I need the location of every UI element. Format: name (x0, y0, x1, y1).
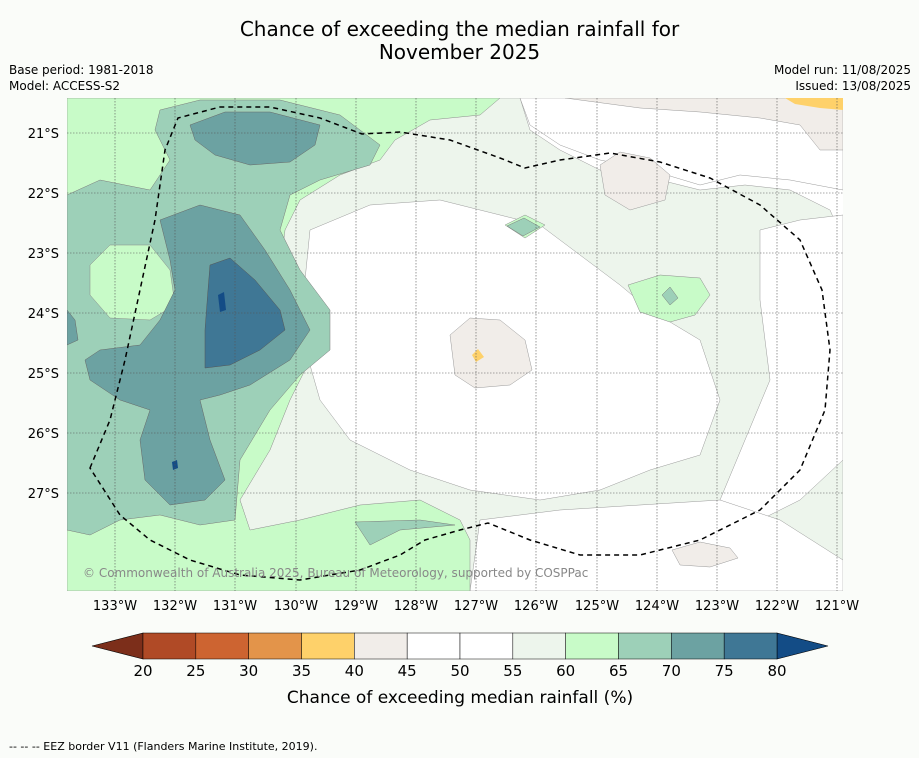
meta-left: Base period: 1981-2018 Model: ACCESS-S2 (9, 62, 154, 94)
lat-label: 27°S (28, 487, 59, 502)
contour-35-40-centre (472, 349, 484, 362)
lat-labels: 21°S 22°S 23°S 24°S 25°S 26°S 27°S (28, 127, 59, 502)
contour-35-40-corner (785, 98, 843, 110)
meta-right: Model run: 11/08/2025 Issued: 13/08/2025 (774, 62, 911, 94)
base-period-text: Base period: 1981-2018 (9, 63, 154, 77)
colorbar-ticks: 20 25 30 35 40 45 50 55 60 65 70 75 80 (133, 662, 786, 680)
colorbar-tick-label: 70 (662, 662, 681, 680)
footer-note: -- -- -- EEZ border V11 (Flanders Marine… (9, 740, 318, 753)
model-text: Model: ACCESS-S2 (9, 79, 121, 93)
colorbar-cell (723, 632, 778, 660)
lat-label: 26°S (28, 427, 59, 442)
lon-label: 124°W (635, 599, 679, 614)
colorbar-cell (565, 632, 619, 660)
colorbar-tick-label: 35 (292, 662, 311, 680)
copyright-text: © Commonwealth of Australia 2025, Bureau… (83, 566, 588, 580)
colorbar-tick-label: 60 (556, 662, 575, 680)
colorbar-tick-label: 55 (503, 662, 522, 680)
lon-labels: 133°W 132°W 131°W 130°W 129°W 128°W 127°… (93, 599, 859, 614)
title-line-1: Chance of exceeding the median rainfall … (239, 17, 680, 41)
lat-label: 25°S (28, 367, 59, 382)
map-figure: © Commonwealth of Australia 2025, Bureau… (28, 98, 859, 708)
lon-label: 128°W (394, 599, 438, 614)
map-plot-area: © Commonwealth of Australia 2025, Bureau… (67, 98, 843, 591)
lon-label: 130°W (274, 599, 318, 614)
colorbar-cell (354, 632, 408, 660)
contour-40-45-south (671, 541, 739, 568)
lon-label: 123°W (695, 599, 739, 614)
model-run-text: Model run: 11/08/2025 (773, 63, 911, 77)
contour-40-45-northeast (564, 98, 843, 151)
lat-label: 22°S (28, 187, 59, 202)
colorbar-tick-label: 65 (609, 662, 628, 680)
title-line-2: November 2025 (378, 40, 541, 64)
lon-label: 133°W (93, 599, 137, 614)
lat-label: 23°S (28, 247, 59, 262)
lon-label: 129°W (334, 599, 378, 614)
lat-label: 24°S (28, 307, 59, 322)
colorbar-cell (195, 632, 249, 660)
contour-70-75-west (67, 309, 79, 346)
contour-white-northeast (519, 98, 843, 191)
lon-label: 125°W (575, 599, 619, 614)
eez-border-line (89, 106, 831, 581)
colorbar-tick-label: 25 (186, 662, 205, 680)
lon-label: 127°W (454, 599, 498, 614)
colorbar-cell (142, 632, 197, 660)
lat-label: 21°S (28, 127, 59, 142)
contour-over-80 (218, 292, 226, 312)
issued-text: Issued: 13/08/2025 (795, 79, 911, 93)
lon-label: 126°W (514, 599, 558, 614)
contour-white-south (469, 499, 843, 591)
colorbar-cell (248, 632, 302, 660)
colorbar-tick-label: 45 (398, 662, 417, 680)
colorbar-cells (142, 632, 778, 660)
colorbar-tick-label: 30 (239, 662, 258, 680)
colorbar-tick-label: 75 (715, 662, 734, 680)
colorbar-cell (671, 632, 725, 660)
lon-label: 131°W (213, 599, 257, 614)
contour-40-45-centre (449, 317, 533, 389)
colorbar-label: Chance of exceeding median rainfall (%) (287, 688, 633, 708)
lon-label: 122°W (755, 599, 799, 614)
colorbar: 20 25 30 35 40 45 50 55 60 65 70 75 80 Chance of exc… (91, 632, 829, 708)
graticule (67, 98, 843, 591)
colorbar-tick-label: 20 (133, 662, 152, 680)
colorbar-tick-label: 50 (450, 662, 469, 680)
colorbar-cell (459, 632, 514, 660)
contour-40-45-north (599, 151, 671, 211)
colorbar-under-arrow (91, 632, 144, 660)
colorbar-over-arrow (776, 632, 829, 660)
colorbar-cell (406, 632, 461, 660)
colorbar-tick-label: 40 (345, 662, 364, 680)
colorbar-cell (512, 632, 566, 660)
map-title: Chance of exceeding the median rainfall … (0, 18, 919, 64)
colorbar-tick-label: 80 (767, 662, 786, 680)
contour-65-70-strip (354, 519, 456, 546)
contour-65-70-mid (506, 217, 541, 237)
colorbar-cell (301, 632, 355, 660)
contour-65-70-east (661, 286, 679, 306)
contour-70-75-north (189, 111, 321, 166)
colorbar-cell (618, 632, 672, 660)
lon-label: 132°W (153, 599, 197, 614)
lon-label: 121°W (815, 599, 859, 614)
